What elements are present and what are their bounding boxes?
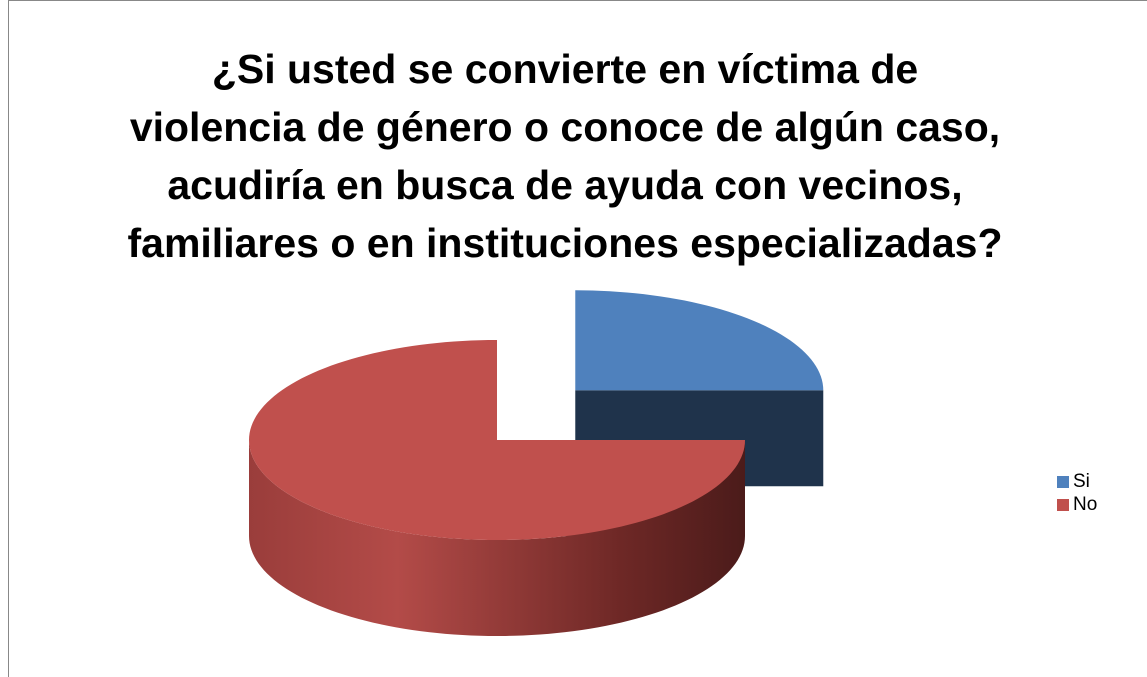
legend-swatch	[1057, 476, 1069, 488]
slice-side	[249, 440, 745, 636]
slice	[249, 340, 745, 540]
legend-swatch	[1057, 499, 1069, 511]
slice	[575, 290, 824, 391]
chart-title: ¿Si usted se convierte en víctima de vio…	[127, 46, 1003, 266]
legend-label: Si	[1073, 471, 1090, 492]
legend-label: No	[1073, 494, 1097, 515]
chart-border	[8, 0, 1147, 677]
